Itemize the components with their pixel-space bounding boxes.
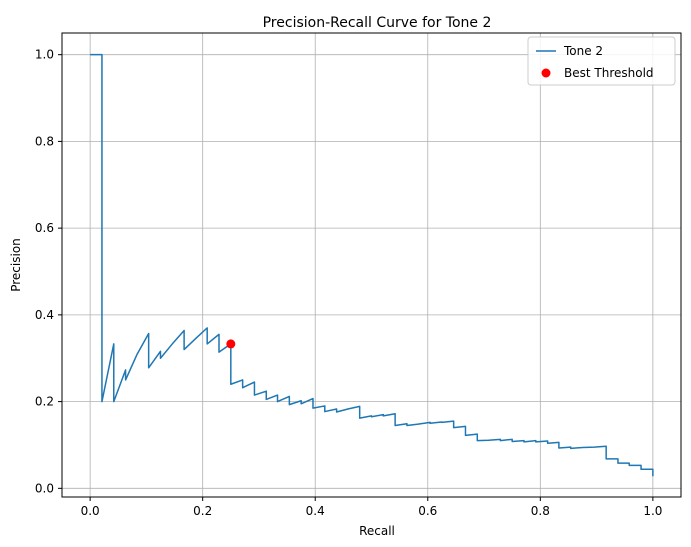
chart-title: Precision-Recall Curve for Tone 2 xyxy=(263,15,492,31)
legend-label: Tone 2 xyxy=(563,44,603,58)
y-tick-label: 0.2 xyxy=(35,395,54,409)
plot-frame xyxy=(61,32,682,498)
y-tick-label: 0.8 xyxy=(35,134,54,148)
x-axis-label: Recall xyxy=(359,524,395,538)
series-line-tone-2 xyxy=(90,53,654,477)
y-tick-label: 0.0 xyxy=(35,481,54,495)
legend: Tone 2 Best Threshold xyxy=(527,36,676,86)
y-axis-label: Precision xyxy=(9,238,23,292)
x-tick-label: 0.6 xyxy=(418,504,437,518)
x-tick-label: 0.4 xyxy=(306,504,325,518)
legend-label: Best Threshold xyxy=(564,66,654,80)
plot-series xyxy=(90,53,654,477)
legend-swatch-marker xyxy=(541,68,551,78)
y-tick-label: 0.4 xyxy=(35,308,54,322)
y-tick-label: 1.0 xyxy=(35,48,54,62)
y-tick-label: 0.6 xyxy=(35,221,54,235)
x-tick-label: 0.8 xyxy=(531,504,550,518)
legend-box xyxy=(527,36,676,86)
x-tick-label: 1.0 xyxy=(643,504,662,518)
x-tick-label: 0.2 xyxy=(193,504,212,518)
x-tick-label: 0.0 xyxy=(81,504,100,518)
axis-ticks: 0.0 0.2 0.4 0.6 0.8 1.0 0.0 0.2 0.4 0.6 0.8 1.0 xyxy=(35,48,663,518)
grid-lines xyxy=(62,33,681,497)
best-threshold-point xyxy=(226,339,236,349)
